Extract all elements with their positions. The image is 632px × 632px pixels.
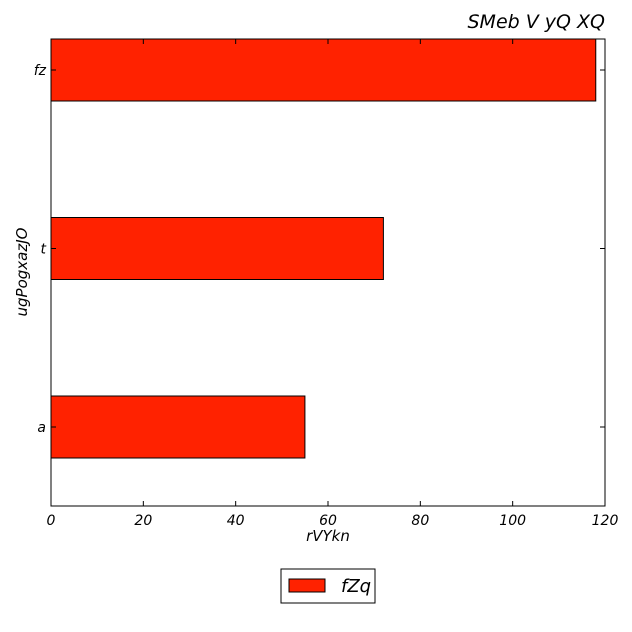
bar-fz xyxy=(50,38,597,102)
bar-t xyxy=(50,217,384,280)
x-tick-label: 0 xyxy=(47,513,56,529)
y-axis-ticks: a t fz xyxy=(34,63,605,436)
x-tick-label: 20 xyxy=(134,513,152,529)
legend-label: fZq xyxy=(341,576,371,597)
x-tick-label: 80 xyxy=(411,513,429,529)
bars xyxy=(50,38,597,459)
x-tick-label: 40 xyxy=(227,513,245,529)
x-tick-label: 60 xyxy=(319,513,337,529)
chart-title: SMeb V yQ XQ xyxy=(468,11,606,33)
bar-a xyxy=(50,395,306,459)
y-tick-label: t xyxy=(41,242,47,258)
plot-area: 0 20 40 60 80 100 120 a t fz xyxy=(34,38,619,529)
y-tick-label: fz xyxy=(34,63,47,79)
legend-swatch xyxy=(288,578,326,593)
x-tick-label: 100 xyxy=(499,513,526,529)
x-axis-label: rVYkn xyxy=(306,527,350,545)
y-axis-label: ugPogxazJO xyxy=(13,227,31,316)
x-axis-ticks: 0 20 40 60 80 100 120 xyxy=(47,39,619,529)
legend: fZq xyxy=(280,568,376,604)
y-tick-label: a xyxy=(37,420,46,436)
x-tick-label: 120 xyxy=(592,513,619,529)
